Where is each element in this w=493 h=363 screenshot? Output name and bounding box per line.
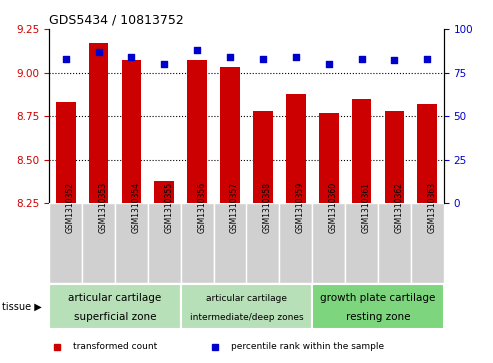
Bar bbox=[82, 203, 115, 283]
Bar bbox=[418, 104, 437, 203]
Text: GSM1310362: GSM1310362 bbox=[394, 182, 403, 233]
Text: transformed count: transformed count bbox=[73, 342, 157, 351]
Bar bbox=[246, 203, 280, 283]
Text: tissue ▶: tissue ▶ bbox=[2, 302, 42, 312]
Bar bbox=[115, 203, 148, 283]
Bar bbox=[286, 94, 306, 203]
Text: GSM1310356: GSM1310356 bbox=[197, 182, 206, 233]
Bar bbox=[56, 102, 75, 203]
Bar bbox=[385, 111, 404, 203]
Bar bbox=[49, 203, 82, 283]
Point bbox=[325, 61, 333, 67]
Bar bbox=[220, 68, 240, 203]
Text: resting zone: resting zone bbox=[346, 312, 410, 322]
Bar bbox=[378, 203, 411, 283]
Text: GSM1310355: GSM1310355 bbox=[164, 182, 174, 233]
Bar bbox=[352, 99, 371, 203]
Text: GSM1310352: GSM1310352 bbox=[66, 182, 75, 233]
Point bbox=[423, 56, 431, 62]
Point bbox=[160, 61, 168, 67]
Point bbox=[357, 56, 365, 62]
Text: intermediate/deep zones: intermediate/deep zones bbox=[190, 313, 303, 322]
Bar bbox=[181, 284, 312, 329]
Text: superficial zone: superficial zone bbox=[74, 312, 156, 322]
Bar bbox=[319, 113, 339, 203]
Text: GSM1310359: GSM1310359 bbox=[296, 182, 305, 233]
Bar bbox=[89, 43, 108, 203]
Text: growth plate cartilage: growth plate cartilage bbox=[320, 293, 436, 303]
Text: GDS5434 / 10813752: GDS5434 / 10813752 bbox=[49, 13, 184, 26]
Bar bbox=[187, 60, 207, 203]
Text: GSM1310357: GSM1310357 bbox=[230, 182, 239, 233]
Point bbox=[128, 54, 136, 60]
Point bbox=[390, 57, 398, 63]
Point bbox=[226, 54, 234, 60]
Text: GSM1310363: GSM1310363 bbox=[427, 182, 436, 233]
Text: GSM1310353: GSM1310353 bbox=[99, 182, 107, 233]
Point bbox=[292, 54, 300, 60]
Bar bbox=[253, 111, 273, 203]
Point bbox=[193, 47, 201, 53]
Text: GSM1310358: GSM1310358 bbox=[263, 182, 272, 233]
Bar bbox=[49, 284, 181, 329]
Bar bbox=[411, 203, 444, 283]
Bar bbox=[154, 181, 174, 203]
Bar bbox=[280, 203, 312, 283]
Point bbox=[95, 49, 103, 54]
Text: articular cartilage: articular cartilage bbox=[206, 294, 287, 303]
Bar bbox=[181, 203, 213, 283]
Text: percentile rank within the sample: percentile rank within the sample bbox=[231, 342, 384, 351]
Text: articular cartilage: articular cartilage bbox=[69, 293, 162, 303]
Text: GSM1310360: GSM1310360 bbox=[329, 182, 338, 233]
Bar bbox=[148, 203, 181, 283]
Point bbox=[259, 56, 267, 62]
Bar bbox=[122, 60, 141, 203]
Bar bbox=[312, 284, 444, 329]
Point bbox=[62, 56, 70, 62]
Text: GSM1310354: GSM1310354 bbox=[132, 182, 141, 233]
Text: GSM1310361: GSM1310361 bbox=[361, 182, 371, 233]
Bar bbox=[345, 203, 378, 283]
Bar bbox=[312, 203, 345, 283]
Bar bbox=[213, 203, 246, 283]
